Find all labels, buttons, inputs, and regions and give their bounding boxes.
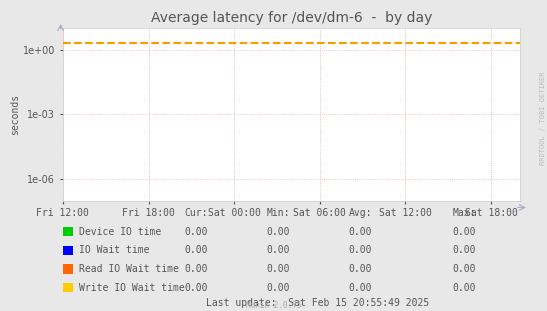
Text: Max:: Max: — [452, 208, 476, 218]
Text: Cur:: Cur: — [184, 208, 208, 218]
Text: Read IO Wait time: Read IO Wait time — [79, 264, 179, 274]
Text: 0.00: 0.00 — [452, 283, 476, 293]
Text: 0.00: 0.00 — [348, 264, 372, 274]
Text: 0.00: 0.00 — [266, 227, 290, 237]
Text: 0.00: 0.00 — [348, 227, 372, 237]
Text: Munin 2.0.75: Munin 2.0.75 — [246, 301, 301, 310]
Text: 0.00: 0.00 — [184, 227, 208, 237]
Text: 0.00: 0.00 — [266, 245, 290, 255]
Text: 0.00: 0.00 — [452, 227, 476, 237]
Text: 0.00: 0.00 — [452, 245, 476, 255]
Text: 0.00: 0.00 — [348, 283, 372, 293]
Text: Avg:: Avg: — [348, 208, 372, 218]
Text: 0.00: 0.00 — [348, 245, 372, 255]
Text: 0.00: 0.00 — [184, 264, 208, 274]
Title: Average latency for /dev/dm-6  -  by day: Average latency for /dev/dm-6 - by day — [150, 12, 432, 26]
Text: RRDTOOL / TOBI OETIKER: RRDTOOL / TOBI OETIKER — [540, 72, 546, 165]
Text: IO Wait time: IO Wait time — [79, 245, 150, 255]
Y-axis label: seconds: seconds — [10, 94, 20, 135]
Text: 0.00: 0.00 — [266, 264, 290, 274]
Text: Min:: Min: — [266, 208, 290, 218]
Text: 0.00: 0.00 — [452, 264, 476, 274]
Text: 0.00: 0.00 — [266, 283, 290, 293]
Text: Write IO Wait time: Write IO Wait time — [79, 283, 185, 293]
Text: Last update:  Sat Feb 15 20:55:49 2025: Last update: Sat Feb 15 20:55:49 2025 — [206, 298, 429, 308]
Text: 0.00: 0.00 — [184, 283, 208, 293]
Text: Device IO time: Device IO time — [79, 227, 161, 237]
Text: 0.00: 0.00 — [184, 245, 208, 255]
